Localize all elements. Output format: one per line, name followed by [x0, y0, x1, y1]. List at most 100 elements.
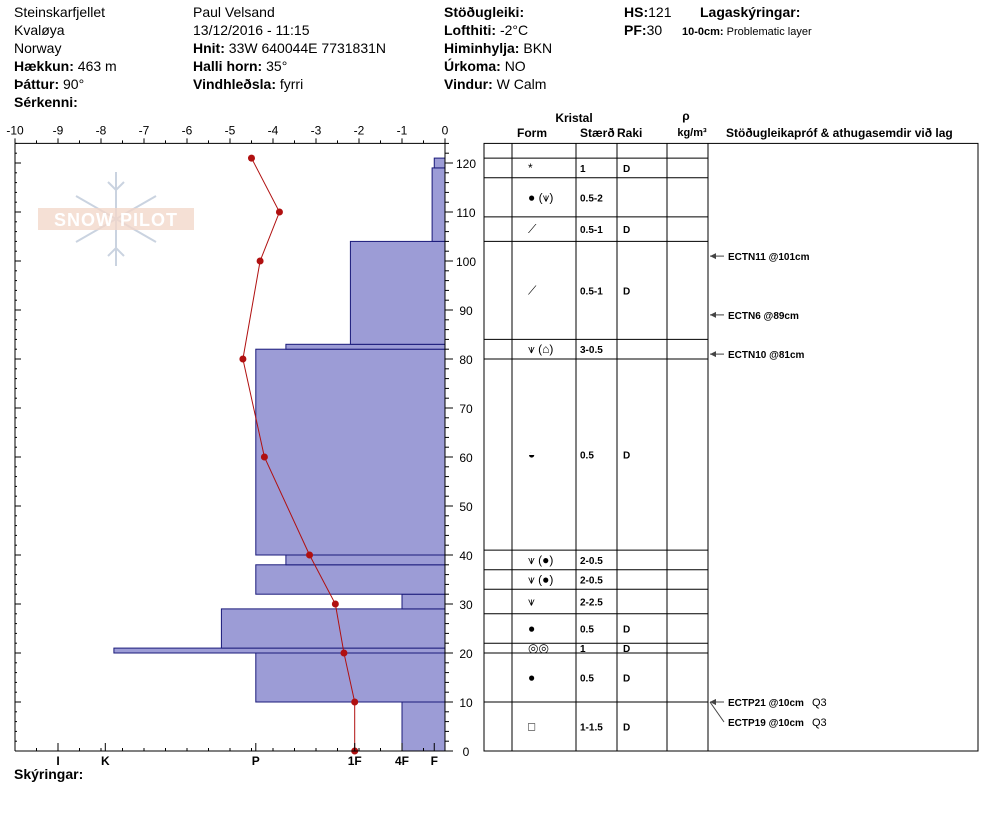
layer-size: 1-1.5 [580, 723, 603, 734]
layer-note: 10-0cm: Problematic layer [682, 24, 812, 40]
layer-form: ⩛ (●) [528, 553, 553, 567]
hardness-bar [255, 564, 446, 595]
wind-row: Vindur: W Calm [444, 76, 546, 92]
hs-value: 121 [648, 4, 672, 20]
temp-tick-label: -8 [96, 123, 107, 137]
test-quality: Q3 [812, 717, 827, 729]
moisture-header: Raki [617, 126, 642, 140]
precip-label: Úrkoma: [444, 58, 501, 74]
hardness-bar [401, 593, 446, 610]
notes-label: Skýringar: [14, 766, 84, 782]
layer-size: 0.5 [580, 451, 594, 462]
elevation-label: Hækkun: [14, 58, 74, 74]
layer-size: 1 [580, 644, 586, 655]
temperature-point [260, 453, 268, 461]
layer-form: ⟋ [528, 222, 537, 236]
test-arrow-line [709, 701, 725, 723]
layer-notes-title: Lagaskýringar: [700, 4, 800, 20]
layer-moisture: D [623, 225, 630, 236]
pf-label: PF: [624, 22, 647, 38]
layer-moisture: D [623, 286, 630, 297]
air-temp-value: -2°C [499, 22, 529, 38]
test-arrow-head [710, 699, 716, 705]
features-label: Sérkenni: [14, 94, 78, 110]
snowpilot-logo: SNOW PILOT [38, 172, 194, 266]
hardness-bar [220, 608, 446, 649]
temperature-point [351, 698, 359, 706]
coords-label: Hnit: [193, 40, 225, 56]
hardness-bar [255, 348, 446, 556]
observer-name: Paul Velsand [193, 4, 275, 20]
temperature-point [256, 257, 264, 265]
sky-label: Himinhylja: [444, 40, 520, 56]
layer-form: ● [528, 622, 535, 636]
sky-value: BKN [523, 40, 553, 56]
hardness-tick-label: I [56, 754, 59, 768]
hardness-axis: I K P 1F 4F F [14, 743, 446, 768]
height-tick-label: 30 [459, 598, 473, 612]
layer-size: 1 [580, 164, 586, 175]
wind-value: W Calm [496, 76, 547, 92]
hardness-bars [113, 157, 446, 752]
height-tick-label: 40 [459, 549, 473, 563]
stability-label: Stöðugleiki: [444, 4, 525, 20]
test-quality: Q3 [812, 697, 827, 709]
wind-loading-label: Vindhleðsla: [193, 76, 276, 92]
temp-tick-label: -4 [268, 123, 279, 137]
rho-header: ρ [682, 109, 689, 123]
layer-size: 2-0.5 [580, 576, 603, 587]
hardness-bar [433, 157, 446, 169]
region-name: Kvaløya [14, 22, 65, 38]
layer-size: 0.5 [580, 625, 594, 636]
test-arrow-head [710, 351, 716, 358]
hardness-bar [285, 343, 446, 350]
height-tick-label: 0 [463, 745, 470, 759]
layer-moisture: D [623, 625, 630, 636]
temperature-point [239, 355, 247, 363]
test-label: ECTN6 @89cm [728, 311, 799, 322]
layer-size: 0.5-1 [580, 286, 603, 297]
temperature-line [242, 157, 356, 751]
layer-form: ⩛ (●) [528, 573, 553, 587]
form-header: Form [517, 126, 547, 140]
hardness-bar [401, 701, 446, 752]
aspect-value: 90° [63, 76, 85, 92]
height-tick-label: 90 [459, 304, 473, 318]
elevation-row: Hækkun: 463 m [14, 58, 117, 74]
density-unit-header: kg/m³ [677, 127, 707, 139]
country-name: Norway [14, 40, 62, 56]
temp-tick-label: -5 [225, 123, 236, 137]
temp-tick-label: -10 [6, 123, 24, 137]
height-tick-label: 80 [459, 353, 473, 367]
hs-row: HS:121 [624, 4, 671, 20]
layer-form: * [528, 161, 533, 175]
hardness-bar [255, 652, 446, 703]
stability-row: Stöðugleiki: [444, 4, 524, 20]
temperature-point [248, 154, 255, 162]
height-axis: 0 10 20 30 40 50 60 70 80 90 100 110 120 [15, 142, 476, 759]
hardness-bar [349, 240, 446, 345]
hardness-tick-label: P [252, 754, 260, 768]
test-label: ECTP21 @10cm [728, 698, 804, 709]
wind-loading-row: Vindhleðsla: fyrri [193, 76, 303, 92]
height-tick-label: 120 [456, 157, 476, 171]
layer-size: 2-0.5 [580, 556, 603, 567]
coords-row: Hnit: 33W 640044E 7731831N [193, 40, 386, 56]
layer-moisture: D [623, 451, 630, 462]
wind-label: Vindur: [444, 76, 493, 92]
test-label: ECTP19 @10cm [728, 718, 804, 729]
layer-table-header: Kristal Form Stærð Raki ρ kg/m³ Stöðugle… [517, 109, 953, 140]
test-label: ECTN11 @101cm [728, 252, 810, 263]
layer-form: ⟋ [528, 283, 537, 297]
table-frame [483, 142, 979, 752]
layer-size: 0.5 [580, 674, 594, 685]
layer-form: □ [528, 720, 535, 734]
hardness-bar [431, 167, 446, 242]
coords-value: 33W 640044E 7731831N [228, 40, 387, 56]
temp-tick-label: -1 [397, 123, 408, 137]
temp-tick-label: -3 [311, 123, 322, 137]
air-temp-row: Lofthiti: -2°C [444, 22, 528, 38]
sky-row: Himinhylja: BKN [444, 40, 552, 56]
kristal-header: Kristal [555, 111, 592, 125]
pf-row: PF:30 [624, 22, 662, 38]
